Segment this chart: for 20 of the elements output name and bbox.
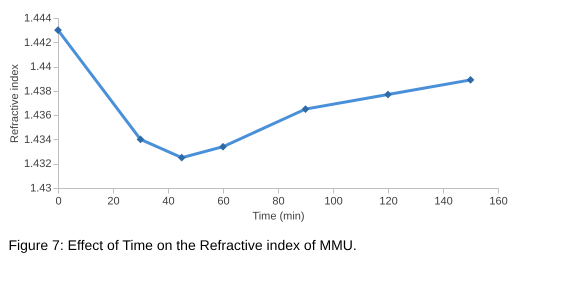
caption: Figure 7: Effect of Time on the Refractive index of MMU. bbox=[8, 237, 357, 253]
x-tick-label: 160 bbox=[489, 196, 508, 208]
y-tick-label: 1.442 bbox=[24, 36, 52, 49]
y-tick-label: 1.44 bbox=[30, 61, 52, 74]
x-tick-label: 80 bbox=[272, 196, 285, 208]
x-axis-title: Time (min) bbox=[252, 210, 305, 222]
y-tick-label: 1.436 bbox=[24, 110, 52, 122]
x-tick-label: 40 bbox=[162, 196, 175, 208]
y-tick-label: 1.432 bbox=[24, 158, 52, 170]
y-tick-label: 1.444 bbox=[24, 12, 52, 24]
x-tick-label: 20 bbox=[107, 196, 120, 208]
x-tick-label: 60 bbox=[217, 196, 230, 208]
y-tick-label: 1.43 bbox=[30, 182, 52, 194]
x-tick-label: 0 bbox=[55, 196, 62, 208]
y-tick-label: 1.434 bbox=[24, 134, 52, 146]
x-tick-label: 140 bbox=[434, 196, 453, 208]
x-tick-label: 100 bbox=[324, 196, 343, 208]
y-axis-title: Refractive index bbox=[8, 64, 21, 143]
x-tick-label: 120 bbox=[379, 196, 398, 208]
y-tick-label: 1.438 bbox=[24, 85, 52, 98]
